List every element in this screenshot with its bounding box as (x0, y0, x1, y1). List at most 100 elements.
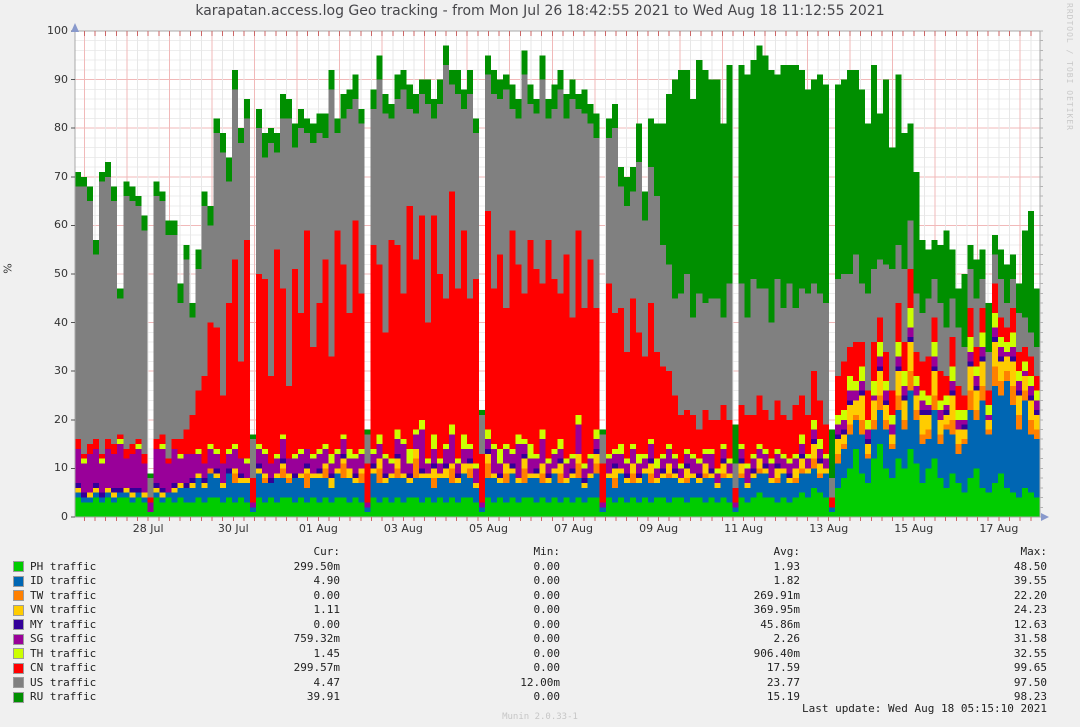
legend-col-cur: Cur: (313, 545, 341, 558)
legend-row-id: ID traffic 4.90 0.00 1.82 39.55 (0, 574, 1047, 589)
legend-max: 48.50 (1013, 559, 1047, 573)
legend-label: SG traffic (30, 632, 97, 645)
legend-min: 0.00 (533, 690, 561, 703)
legend-max: 32.55 (1013, 646, 1047, 660)
x-tick-label: 05 Aug (469, 522, 508, 535)
legend-col-avg: Avg: (773, 545, 801, 558)
legend-max: 24.23 (1013, 603, 1047, 616)
legend-avg: 15.19 (766, 690, 800, 703)
legend-label: VN traffic (30, 603, 97, 616)
x-tick-label: 15 Aug (894, 522, 934, 535)
last-update-text: Last update: Wed Aug 18 05:15:10 2021 (801, 702, 1047, 715)
vn-swatch (13, 604, 24, 616)
y-tick-label: 60 (54, 218, 68, 232)
legend-row-ph: PH traffic 299.50m 0.00 1.93 48.50 (0, 560, 1047, 575)
legend-col-min: Min: (533, 545, 561, 558)
legend-avg: 1.82 (773, 574, 801, 587)
legend-max: 31.58 (1013, 632, 1047, 645)
legend-cur: 39.91 (306, 690, 340, 703)
y-axis-label: % (1, 263, 15, 274)
x-tick-label: 11 Aug (724, 522, 764, 535)
y-tick-label: 90 (54, 72, 68, 86)
y-tick-label: 30 (54, 364, 68, 378)
x-tick-label: 13 Aug (809, 522, 849, 535)
legend-table: Cur: Min: Avg: Max: PH traffic 299.50m 0… (0, 545, 1047, 705)
x-tick-label: 03 Aug (383, 522, 423, 535)
y-tick-label: 80 (54, 121, 68, 135)
legend-min: 0.00 (533, 603, 561, 616)
legend-row-ru: RU traffic 39.91 0.00 15.19 98.23 (0, 690, 1047, 705)
legend-avg: 45.86m (760, 617, 800, 631)
x-tick-label: 07 Aug (554, 522, 593, 535)
legend-label: MY traffic (30, 617, 97, 631)
y-tick-label: 70 (54, 169, 68, 183)
x-tick-label: 17 Aug (979, 522, 1019, 535)
cn-swatch (13, 662, 24, 674)
legend-col-max: Max: (1020, 545, 1048, 558)
legend-cur: 1.45 (313, 646, 341, 660)
legend-avg: 1.93 (773, 559, 801, 573)
legend-cur: 299.57m (293, 661, 340, 674)
legend-min: 0.00 (533, 559, 561, 573)
x-tick-label: 01 Aug (298, 522, 338, 535)
y-tick-label: 0 (61, 510, 68, 523)
legend-max: 98.23 (1013, 690, 1047, 703)
y-tick-label: 40 (54, 315, 68, 329)
legend-cur: 4.47 (313, 675, 341, 689)
tw-swatch (13, 590, 24, 602)
legend-cur: 1.11 (313, 603, 341, 616)
legend-row-tw: TW traffic 0.00 0.00 269.91m 22.20 (0, 589, 1047, 604)
y-tick-label: 100 (47, 24, 68, 37)
legend-cur: 4.90 (313, 574, 341, 587)
legend-avg: 906.40m (753, 646, 800, 660)
legend-avg: 369.95m (753, 603, 800, 616)
legend-max: 97.50 (1013, 675, 1047, 689)
legend-min: 0.00 (533, 617, 561, 631)
legend-cur: 759.32m (293, 632, 340, 645)
y-tick-label: 20 (54, 412, 68, 426)
x-tick-label: 30 Jul (217, 522, 249, 535)
legend-min: 12.00m (520, 675, 560, 689)
legend-avg: 17.59 (766, 661, 800, 674)
legend-cur: 0.00 (313, 588, 341, 602)
rrdtool-watermark: RRDTOOL / TOBI OETIKER (1065, 3, 1074, 131)
legend-max: 99.65 (1013, 661, 1047, 674)
chart-plot-area (65, 21, 1055, 526)
legend-row-th: TH traffic 1.45 0.00 906.40m 32.55 (0, 647, 1047, 662)
legend-row-vn: VN traffic 1.11 0.00 369.95m 24.23 (0, 603, 1047, 618)
legend-row-my: MY traffic 0.00 0.00 45.86m 12.63 (0, 618, 1047, 633)
legend-min: 0.00 (533, 661, 561, 674)
ph-swatch (13, 561, 24, 573)
legend-label: PH traffic (30, 559, 97, 573)
munin-version-text: Munin 2.0.33-1 (502, 712, 578, 722)
legend-row-sg: SG traffic 759.32m 0.00 2.26 31.58 (0, 632, 1047, 647)
sg-swatch (13, 633, 24, 645)
th-swatch (13, 648, 24, 660)
legend-avg: 2.26 (773, 632, 801, 645)
x-tick-label: 28 Jul (132, 522, 164, 535)
ru-swatch (13, 691, 24, 703)
legend-label: TH traffic (30, 646, 97, 660)
legend-max: 22.20 (1013, 588, 1047, 602)
legend-min: 0.00 (533, 646, 561, 660)
legend-label: RU traffic (30, 690, 97, 703)
legend-label: CN traffic (30, 661, 97, 674)
legend-min: 0.00 (533, 588, 561, 602)
legend-max: 12.63 (1013, 617, 1047, 631)
y-tick-label: 50 (54, 267, 68, 280)
chart-plot (71, 23, 1049, 521)
us-swatch (13, 677, 24, 689)
legend-cur: 299.50m (293, 559, 340, 573)
legend-label: US traffic (30, 675, 97, 689)
legend-cur: 0.00 (313, 617, 341, 631)
legend-min: 0.00 (533, 574, 561, 587)
my-swatch (13, 619, 24, 631)
legend-header-row: Cur: Min: Avg: Max: (0, 545, 1048, 560)
legend-label: ID traffic (30, 574, 97, 587)
x-tick-label: 09 Aug (639, 522, 679, 535)
legend-avg: 23.77 (766, 675, 800, 689)
legend-row-us: US traffic 4.47 12.00m 23.77 97.50 (0, 676, 1047, 691)
id-swatch (13, 575, 24, 587)
y-tick-label: 10 (54, 461, 68, 475)
